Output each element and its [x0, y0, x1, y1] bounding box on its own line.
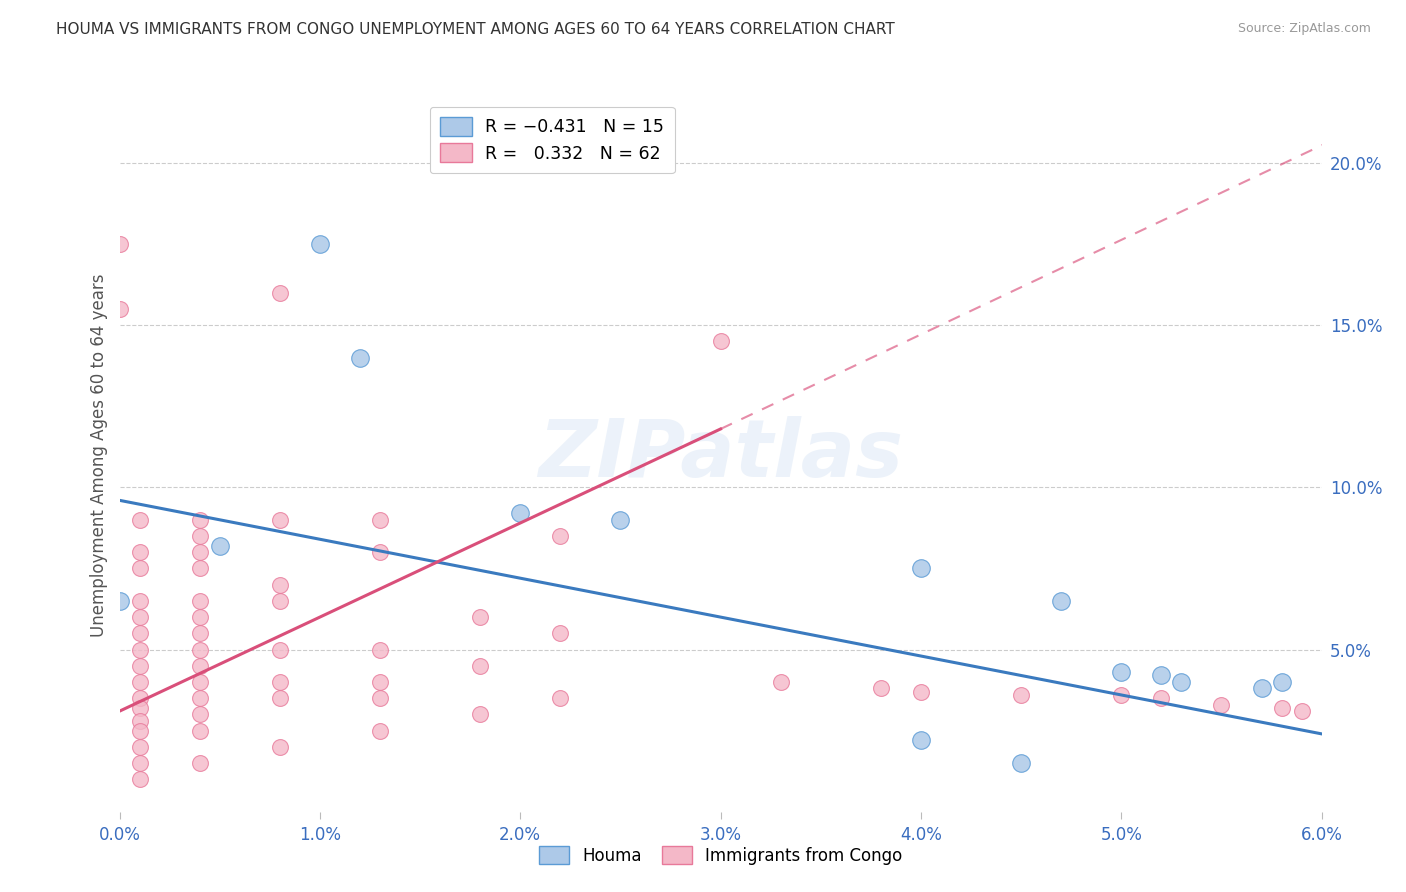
Point: [269, 675, 291, 690]
Point: [188, 723, 211, 738]
Point: [368, 642, 391, 657]
Point: [108, 301, 131, 316]
Point: [769, 675, 792, 690]
Point: [188, 675, 211, 690]
Point: [1250, 681, 1272, 696]
Point: [269, 513, 291, 527]
Point: [128, 772, 150, 787]
Point: [128, 701, 150, 715]
Point: [1010, 688, 1032, 702]
Point: [128, 610, 150, 624]
Point: [1111, 688, 1133, 702]
Point: [368, 675, 391, 690]
Text: HOUMA VS IMMIGRANTS FROM CONGO UNEMPLOYMENT AMONG AGES 60 TO 64 YEARS CORRELATIO: HOUMA VS IMMIGRANTS FROM CONGO UNEMPLOYM…: [56, 22, 896, 37]
Point: [1211, 698, 1233, 712]
Point: [188, 513, 211, 527]
Point: [108, 594, 131, 608]
Point: [1271, 701, 1294, 715]
Point: [349, 351, 371, 365]
Point: [910, 733, 932, 747]
Point: [1010, 756, 1032, 770]
Point: [1150, 668, 1173, 682]
Point: [128, 545, 150, 559]
Point: [309, 237, 332, 252]
Point: [1111, 665, 1133, 680]
Point: [548, 626, 571, 640]
Point: [1150, 691, 1173, 706]
Point: [188, 610, 211, 624]
Point: [269, 642, 291, 657]
Point: [108, 237, 131, 252]
Point: [910, 561, 932, 575]
Point: [128, 642, 150, 657]
Point: [609, 513, 631, 527]
Point: [468, 707, 492, 722]
Point: [188, 626, 211, 640]
Point: [1050, 594, 1073, 608]
Text: Source: ZipAtlas.com: Source: ZipAtlas.com: [1237, 22, 1371, 36]
Point: [188, 691, 211, 706]
Point: [368, 513, 391, 527]
Y-axis label: Unemployment Among Ages 60 to 64 years: Unemployment Among Ages 60 to 64 years: [90, 273, 108, 637]
Point: [548, 529, 571, 543]
Point: [128, 691, 150, 706]
Point: [1271, 675, 1294, 690]
Point: [128, 658, 150, 673]
Legend: Houma, Immigrants from Congo: Houma, Immigrants from Congo: [533, 839, 908, 871]
Point: [188, 561, 211, 575]
Point: [368, 723, 391, 738]
Point: [188, 545, 211, 559]
Point: [269, 691, 291, 706]
Point: [269, 285, 291, 300]
Point: [269, 594, 291, 608]
Point: [188, 658, 211, 673]
Point: [208, 539, 231, 553]
Point: [709, 334, 731, 349]
Point: [910, 684, 932, 698]
Point: [468, 658, 492, 673]
Point: [188, 529, 211, 543]
Point: [509, 506, 531, 520]
Point: [128, 714, 150, 728]
Point: [128, 675, 150, 690]
Point: [188, 756, 211, 770]
Point: [128, 561, 150, 575]
Point: [128, 723, 150, 738]
Point: [548, 691, 571, 706]
Point: [269, 739, 291, 754]
Point: [468, 610, 492, 624]
Point: [269, 577, 291, 591]
Point: [188, 707, 211, 722]
Point: [128, 739, 150, 754]
Point: [368, 691, 391, 706]
Point: [188, 594, 211, 608]
Point: [869, 681, 891, 696]
Point: [368, 545, 391, 559]
Point: [128, 594, 150, 608]
Point: [1291, 704, 1313, 718]
Text: ZIPatlas: ZIPatlas: [538, 416, 903, 494]
Point: [128, 513, 150, 527]
Point: [128, 756, 150, 770]
Point: [128, 626, 150, 640]
Point: [1170, 675, 1192, 690]
Point: [188, 642, 211, 657]
